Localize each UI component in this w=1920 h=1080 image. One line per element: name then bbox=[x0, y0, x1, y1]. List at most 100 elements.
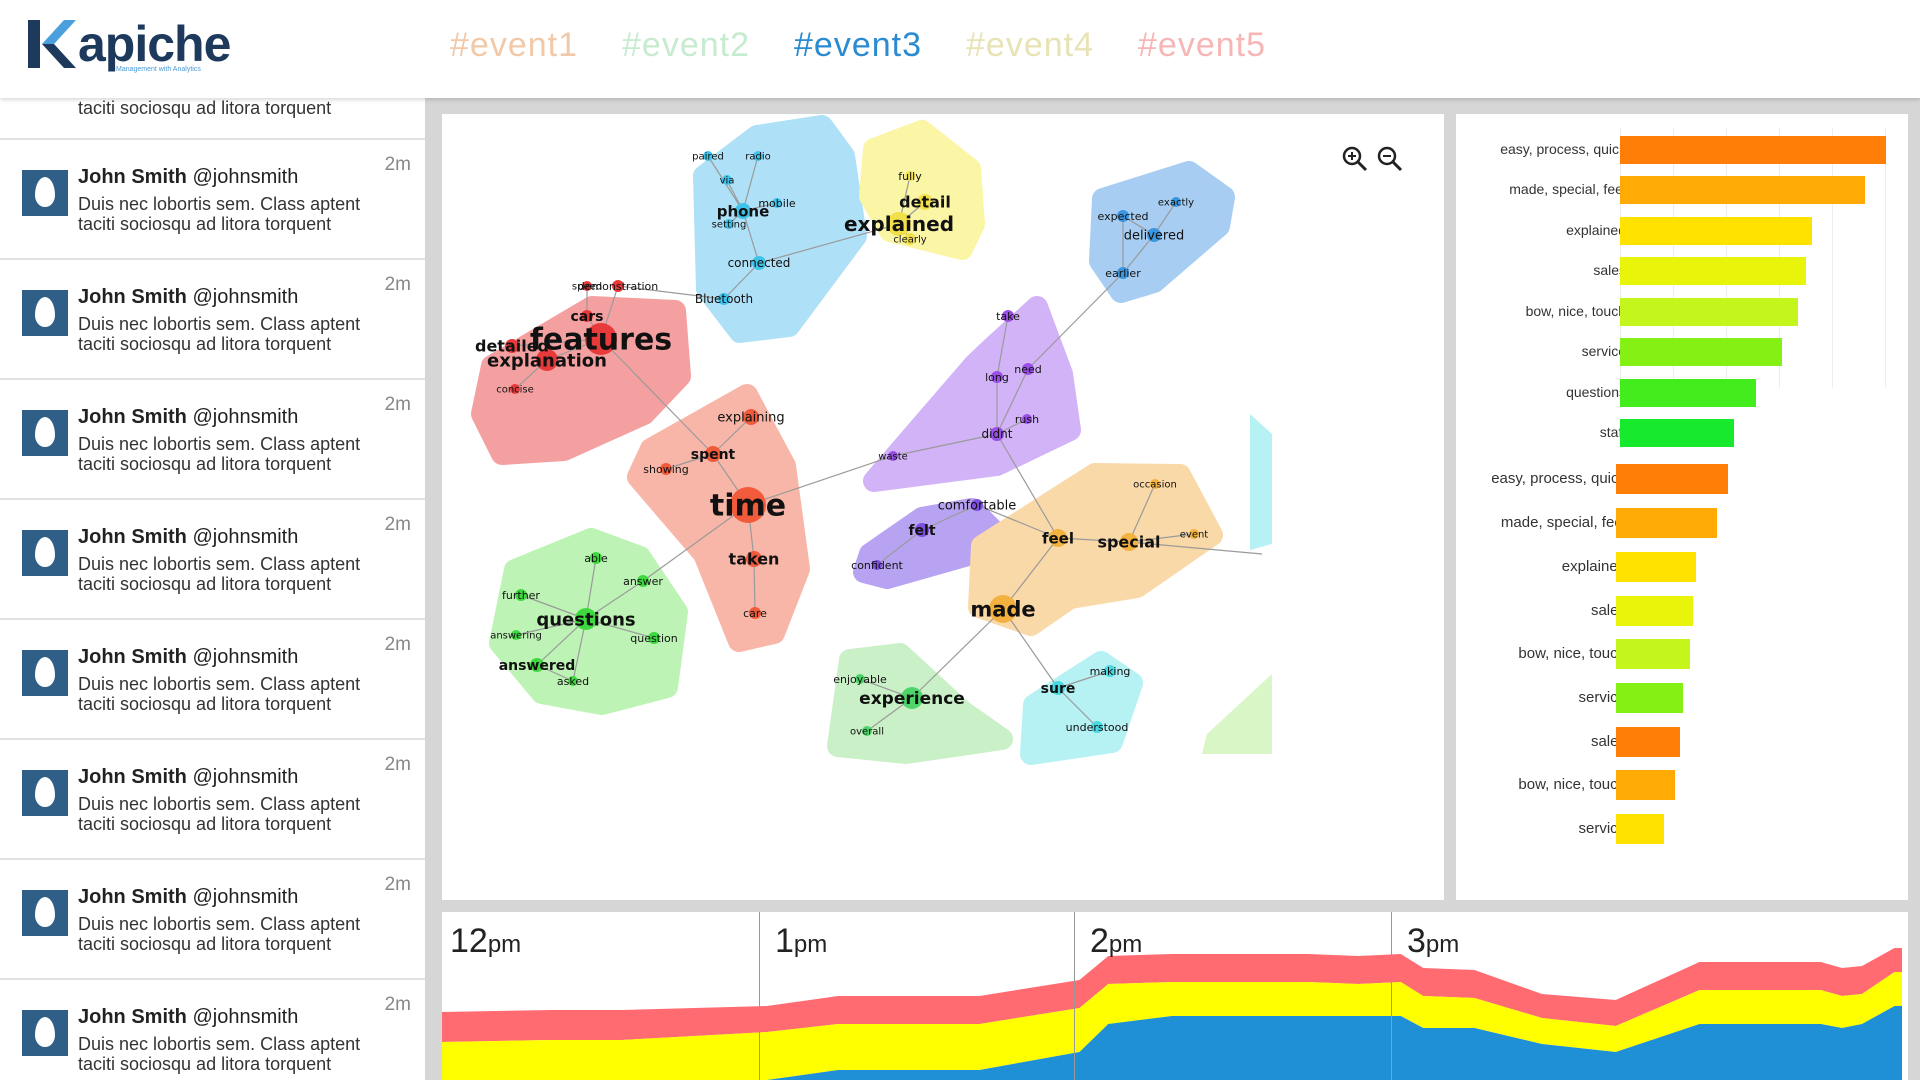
network-node[interactable] bbox=[887, 212, 911, 236]
network-node-label[interactable]: mobile bbox=[758, 197, 796, 210]
bar-row[interactable]: easy, process, quick bbox=[1456, 464, 1908, 494]
network-node-label[interactable]: spent bbox=[691, 447, 736, 463]
bar[interactable] bbox=[1616, 639, 1691, 669]
event-tab-5[interactable]: #event5 bbox=[1138, 26, 1266, 64]
network-node[interactable] bbox=[585, 323, 617, 355]
network-node[interactable] bbox=[872, 560, 882, 570]
bar[interactable] bbox=[1620, 419, 1735, 447]
network-node-label[interactable]: showing bbox=[643, 463, 688, 476]
zoom-in-icon[interactable] bbox=[1342, 146, 1368, 172]
bar-row[interactable]: service bbox=[1456, 814, 1908, 844]
bar-row[interactable]: service bbox=[1456, 683, 1908, 713]
network-node[interactable] bbox=[888, 451, 898, 461]
network-node-label[interactable]: further bbox=[502, 589, 540, 602]
bar[interactable] bbox=[1616, 770, 1675, 800]
network-node-label[interactable]: explained bbox=[844, 212, 954, 236]
network-node[interactable] bbox=[510, 384, 520, 394]
bar[interactable] bbox=[1616, 683, 1683, 713]
network-node[interactable] bbox=[530, 658, 544, 672]
network-node-label[interactable]: Bluetooth bbox=[695, 292, 753, 306]
network-node[interactable] bbox=[1117, 210, 1129, 222]
network-node[interactable] bbox=[917, 194, 933, 210]
bar-row[interactable]: bow, nice, touch bbox=[1456, 298, 1908, 328]
bar-row[interactable]: easy, process, quick bbox=[1456, 136, 1908, 166]
topic-network-graph[interactable]: featurescarsspeeddemonstrationdetailedex… bbox=[442, 114, 1444, 900]
tweet-item[interactable]: John Smith @johnsmith 2m Duis nec lobortis… bbox=[0, 618, 425, 738]
network-node-label[interactable]: taken bbox=[729, 550, 780, 569]
bar[interactable] bbox=[1616, 552, 1696, 582]
network-node[interactable] bbox=[1022, 363, 1034, 375]
bar[interactable] bbox=[1616, 814, 1664, 844]
network-node-label[interactable]: occasion bbox=[1133, 480, 1177, 491]
bar[interactable] bbox=[1616, 508, 1718, 538]
network-node-label[interactable]: concise bbox=[496, 385, 534, 396]
bar[interactable] bbox=[1616, 464, 1728, 494]
tweet-item[interactable]: John Smith @johnsmith 2m Duis nec lobortis… bbox=[0, 738, 425, 858]
network-node[interactable] bbox=[989, 595, 1017, 623]
avatar[interactable] bbox=[22, 410, 68, 456]
network-node-label[interactable]: connected bbox=[728, 256, 791, 270]
network-node-label[interactable]: explaining bbox=[717, 411, 784, 426]
network-node-label[interactable]: expected bbox=[1098, 210, 1149, 223]
bar[interactable] bbox=[1620, 217, 1812, 245]
tweet-author[interactable]: John Smith @johnsmith bbox=[78, 646, 298, 669]
avatar[interactable] bbox=[22, 770, 68, 816]
network-node[interactable] bbox=[753, 151, 763, 161]
bar-row[interactable]: explained bbox=[1456, 217, 1908, 247]
network-node-label[interactable]: care bbox=[743, 607, 767, 620]
bar-row[interactable]: explained bbox=[1456, 552, 1908, 582]
network-node[interactable] bbox=[722, 175, 732, 185]
network-node-label[interactable]: enjoyable bbox=[833, 673, 887, 686]
bar-row[interactable]: sales bbox=[1456, 727, 1908, 757]
network-node[interactable] bbox=[855, 674, 865, 684]
network-node[interactable] bbox=[862, 726, 872, 736]
network-node-label[interactable]: overall bbox=[850, 727, 884, 738]
avatar[interactable] bbox=[22, 530, 68, 576]
cluster-hull-cyan[interactable] bbox=[1020, 651, 1143, 765]
network-node-label[interactable]: delivered bbox=[1124, 229, 1184, 244]
tweet-author[interactable]: John Smith @johnsmith bbox=[78, 526, 298, 549]
bar[interactable] bbox=[1620, 257, 1807, 285]
network-node-label[interactable]: phone bbox=[717, 202, 770, 220]
network-node[interactable] bbox=[590, 552, 602, 564]
network-node[interactable] bbox=[749, 607, 761, 619]
bar-row[interactable]: staff bbox=[1456, 419, 1908, 449]
network-node[interactable] bbox=[904, 233, 916, 245]
network-node[interactable] bbox=[735, 203, 751, 219]
network-node[interactable] bbox=[971, 499, 983, 511]
network-node[interactable] bbox=[1051, 681, 1065, 695]
network-node-label[interactable]: understood bbox=[1066, 721, 1129, 734]
event-tab-3[interactable]: #event3 bbox=[794, 26, 922, 64]
network-node[interactable] bbox=[730, 487, 766, 523]
avatar[interactable] bbox=[22, 890, 68, 936]
network-node-label[interactable]: paired bbox=[692, 152, 724, 163]
bar[interactable] bbox=[1620, 136, 1886, 164]
network-node[interactable] bbox=[648, 632, 660, 644]
zoom-out-icon[interactable] bbox=[1377, 146, 1403, 172]
network-node[interactable] bbox=[1022, 414, 1032, 424]
network-node-label[interactable]: explanation bbox=[487, 350, 607, 371]
network-node[interactable] bbox=[581, 310, 593, 322]
cluster-hull-blue[interactable] bbox=[1089, 161, 1235, 303]
tweet-item[interactable]: John Smith @johnsmith 2m Duis nec lobortis… bbox=[0, 378, 425, 498]
network-node[interactable] bbox=[1147, 228, 1161, 242]
tweet-item[interactable]: John Smith @johnsmith 2m Duis nec lobortis… bbox=[0, 498, 425, 618]
network-node-label[interactable]: speed bbox=[572, 282, 602, 293]
network-node[interactable] bbox=[743, 409, 759, 425]
network-node-label[interactable]: event bbox=[1180, 530, 1209, 541]
bar[interactable] bbox=[1620, 298, 1799, 326]
tweet-author[interactable]: John Smith @johnsmith bbox=[78, 766, 298, 789]
network-node-label[interactable]: via bbox=[720, 176, 735, 187]
network-node-label[interactable]: rush bbox=[1015, 413, 1039, 426]
bar-row[interactable]: service bbox=[1456, 338, 1908, 368]
avatar[interactable] bbox=[22, 170, 68, 216]
network-node[interactable] bbox=[1002, 310, 1014, 322]
tweet-feed[interactable]: taciti sociosqu ad litora torquent John … bbox=[0, 98, 425, 1080]
network-node[interactable] bbox=[660, 463, 672, 475]
network-node[interactable] bbox=[724, 219, 734, 229]
network-node[interactable] bbox=[575, 608, 597, 630]
network-node-label[interactable]: asked bbox=[557, 675, 589, 688]
network-node[interactable] bbox=[1150, 479, 1160, 489]
network-node-label[interactable]: setting bbox=[712, 220, 747, 231]
avatar[interactable] bbox=[22, 650, 68, 696]
